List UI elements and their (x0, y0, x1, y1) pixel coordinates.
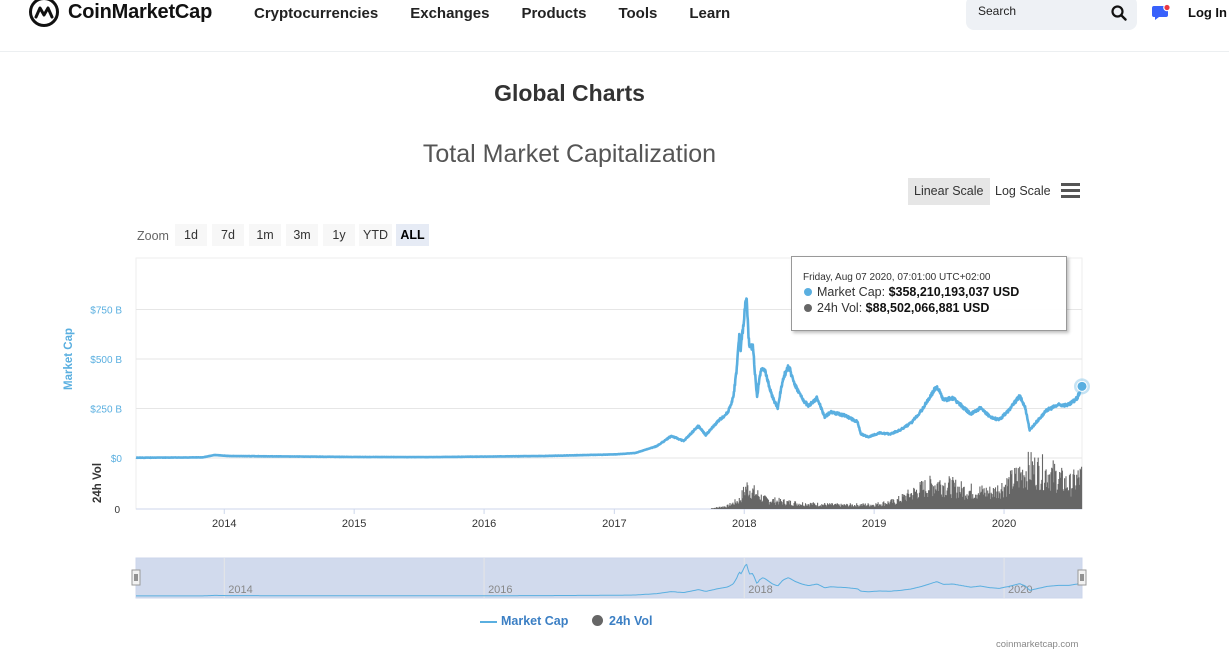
legend-market-cap-label: Market Cap (501, 614, 569, 628)
vol-tick-label: 0 (114, 505, 120, 516)
nav-products[interactable]: Products (521, 5, 587, 22)
search-box[interactable] (966, 0, 1137, 30)
zoom-1m-button[interactable]: 1m (249, 224, 281, 246)
nav-exchanges[interactable]: Exchanges (410, 5, 490, 22)
zoom-all-button[interactable]: ALL (396, 224, 429, 246)
search-icon[interactable] (1111, 5, 1127, 21)
tooltip-vol-value: $88,502,066,881 USD (865, 301, 990, 315)
y-tick-label: $500 B (90, 355, 122, 366)
navigator-tick-label: 2014 (228, 584, 252, 596)
chart-title: Total Market Capitalization (422, 140, 717, 168)
navigator-tick-label: 2016 (488, 584, 512, 596)
top-nav: CoinMarketCap Cryptocurrencies Exchanges… (0, 0, 1229, 52)
y-tick-label: $250 B (90, 405, 122, 416)
x-tick-label: 2014 (212, 518, 236, 530)
y-tick-label: $0 (111, 454, 123, 465)
zoom-1d-button[interactable]: 1d (175, 224, 207, 246)
nav-learn[interactable]: Learn (689, 5, 731, 22)
zoom-label: Zoom (137, 229, 169, 243)
navigator-left-handle[interactable] (131, 569, 141, 586)
logo[interactable]: CoinMarketCap (28, 0, 212, 28)
navigator-tick-label: 2018 (748, 584, 772, 596)
x-tick-label: 2019 (862, 518, 886, 530)
y-axis-title-market-cap: Market Cap (63, 328, 75, 390)
chart-credit: coinmarketcap.com (996, 639, 1079, 650)
log-scale-button[interactable]: Log Scale (995, 184, 1051, 198)
y-tick-label: $750 B (90, 306, 122, 317)
x-tick-label: 2016 (472, 518, 496, 530)
market-cap-series-line (135, 297, 1084, 460)
chart-tooltip: Friday, Aug 07 2020, 07:01:00 UTC+02:00 … (791, 256, 1067, 331)
navigator-series (136, 563, 1082, 597)
zoom-ytd-button[interactable]: YTD (359, 224, 392, 246)
volume-series-bars (710, 451, 1083, 509)
brand-name: CoinMarketCap (68, 0, 213, 23)
nav-menu: Cryptocurrencies Exchanges Products Tool… (254, 5, 762, 22)
tooltip-vol-label: 24h Vol: (817, 301, 863, 315)
legend-24h-vol-label: 24h Vol (609, 614, 653, 628)
menu-icon[interactable] (1061, 183, 1080, 198)
x-tick-label: 2017 (602, 518, 626, 530)
login-button[interactable]: Log In (1188, 5, 1227, 20)
line-legend-icon (480, 620, 497, 623)
tooltip-volume-row: 24h Vol: $88,502,066,881 USD (804, 301, 989, 315)
navigator-right-handle[interactable] (1077, 569, 1087, 586)
volume-dot-icon (804, 304, 812, 312)
x-tick-label: 2020 (992, 518, 1016, 530)
coinmarketcap-logo-icon (29, 0, 59, 27)
legend-24h-vol[interactable]: 24h Vol (592, 614, 653, 628)
search-input[interactable] (978, 4, 1098, 18)
hover-point (1076, 380, 1088, 392)
zoom-1y-button[interactable]: 1y (323, 224, 355, 246)
market-cap-dot-icon (804, 288, 812, 296)
handle-body (1077, 569, 1087, 586)
y-axis-title-volume: 24h Vol (92, 463, 104, 503)
page-title: Global Charts (494, 80, 645, 106)
tooltip-date: Friday, Aug 07 2020, 07:01:00 UTC+02:00 (803, 272, 991, 283)
legend-market-cap[interactable]: Market Cap (480, 614, 568, 628)
nav-cryptocurrencies[interactable]: Cryptocurrencies (254, 5, 379, 22)
x-tick-label: 2018 (732, 518, 756, 530)
zoom-7d-button[interactable]: 7d (212, 224, 244, 246)
chat-icon[interactable] (1151, 4, 1171, 22)
tooltip-mc-value: $358,210,193,037 USD (888, 285, 1020, 299)
nav-tools[interactable]: Tools (618, 5, 658, 22)
x-tick-label: 2015 (342, 518, 366, 530)
circle-legend-icon (592, 615, 603, 626)
zoom-3m-button[interactable]: 3m (286, 224, 318, 246)
tooltip-market-cap-row: Market Cap: $358,210,193,037 USD (804, 285, 1019, 299)
linear-scale-button[interactable]: Linear Scale (908, 178, 990, 205)
tooltip-mc-label: Market Cap: (817, 285, 886, 299)
handle-body (131, 569, 141, 586)
navigator-mask (135, 557, 1083, 599)
